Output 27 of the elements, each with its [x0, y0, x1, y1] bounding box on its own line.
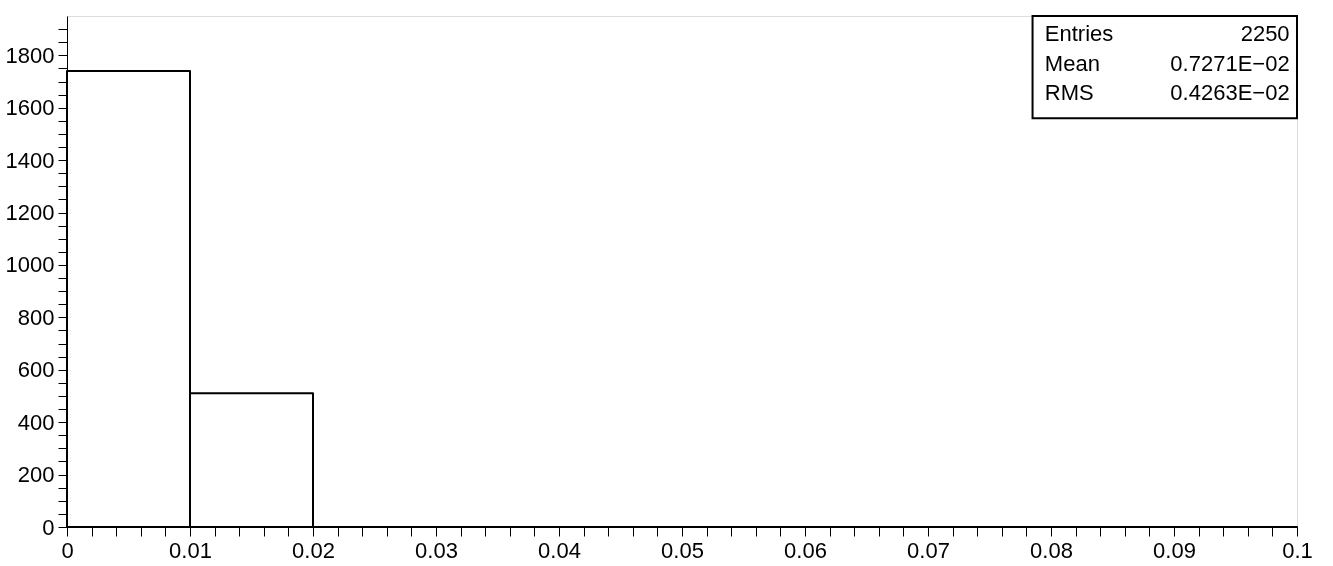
y-tick-label: 400: [17, 409, 55, 435]
x-tick-label: 0.09: [1153, 537, 1196, 563]
y-tick-label: 1400: [5, 147, 55, 173]
y-tick-label: 0: [42, 514, 55, 540]
annotation: RMS: [1044, 80, 1094, 106]
y-tick-label: 1800: [5, 42, 55, 68]
y-tick-label: 200: [17, 462, 55, 488]
y-tick-label: 1600: [5, 95, 55, 121]
annotation: Entries: [1044, 20, 1114, 46]
annotation: 0.7271E−02: [1170, 50, 1290, 76]
x-tick-label: 0.08: [1030, 537, 1073, 563]
x-tick-label: 0.01: [169, 537, 212, 563]
annotation: 0.4263E−02: [1170, 80, 1290, 106]
x-tick-label: 0: [61, 537, 74, 563]
y-tick-label: 600: [17, 357, 55, 383]
y-tick-label: 1200: [5, 200, 55, 226]
x-tick-label: 0.06: [784, 537, 827, 563]
x-tick-label: 0.07: [907, 537, 950, 563]
annotation: Mean: [1044, 50, 1100, 76]
x-tick-label: 0.1: [1282, 537, 1313, 563]
y-tick-label: 800: [17, 304, 55, 330]
x-tick-label: 0.04: [538, 537, 581, 563]
annotation: 2250: [1240, 20, 1290, 46]
x-tick-label: 0.05: [661, 537, 704, 563]
x-tick-label: 0.02: [292, 537, 335, 563]
y-tick-label: 1000: [5, 252, 55, 278]
x-tick-label: 0.03: [415, 537, 458, 563]
